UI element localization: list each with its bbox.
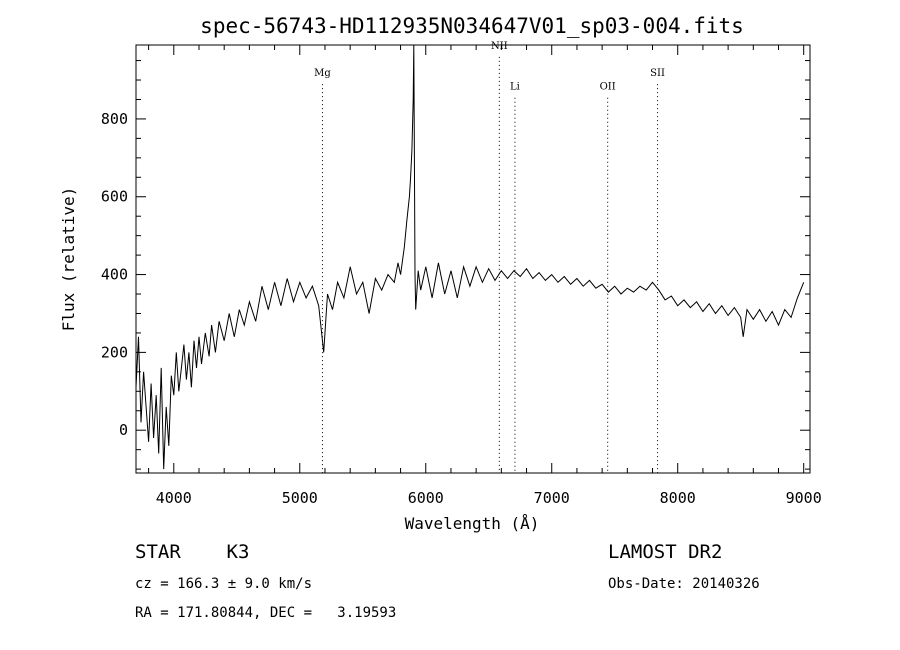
line-marker-label: SII [650,68,665,79]
x-axis-label: Wavelength (Å) [405,514,540,533]
object-class: STAR K3 [135,541,250,563]
x-tick-label: 6000 [408,489,444,507]
flux-series-line [135,44,805,470]
chart-title: spec-56743-HD112935N034647V01_sp03-004.f… [200,14,744,38]
x-tick-label: 4000 [156,489,192,507]
x-tick-label: 8000 [660,489,696,507]
line-marker-label: Mg [314,68,331,79]
line-marker-label: NII [491,41,508,52]
x-tick-label: 5000 [282,489,318,507]
plot-frame [135,44,811,474]
y-tick-label: 0 [119,421,128,439]
sky-coordinates: RA = 171.80844, DEC = 3.19593 [135,605,397,621]
redshift-velocity: cz = 166.3 ± 9.0 km/s [135,576,313,592]
spectral-line-markers: Mg NII Li OII SII [314,41,665,473]
y-axis-label: Flux (relative) [59,187,78,332]
y-tick-label: 800 [101,110,128,128]
y-tick-label: 400 [101,266,128,284]
line-marker-label: OII [600,82,616,93]
y-tick-label: 200 [101,343,128,361]
survey-name: LAMOST DR2 [608,541,723,563]
y-tick-label: 600 [101,188,128,206]
observation-date: Obs-Date: 20140326 [608,576,760,592]
axis-ticks: 4000 5000 6000 7000 8000 9000 0 200 400 600 800 [101,45,822,507]
x-tick-label: 7000 [534,489,570,507]
line-marker-label: Li [510,82,520,93]
x-tick-label: 9000 [786,489,822,507]
